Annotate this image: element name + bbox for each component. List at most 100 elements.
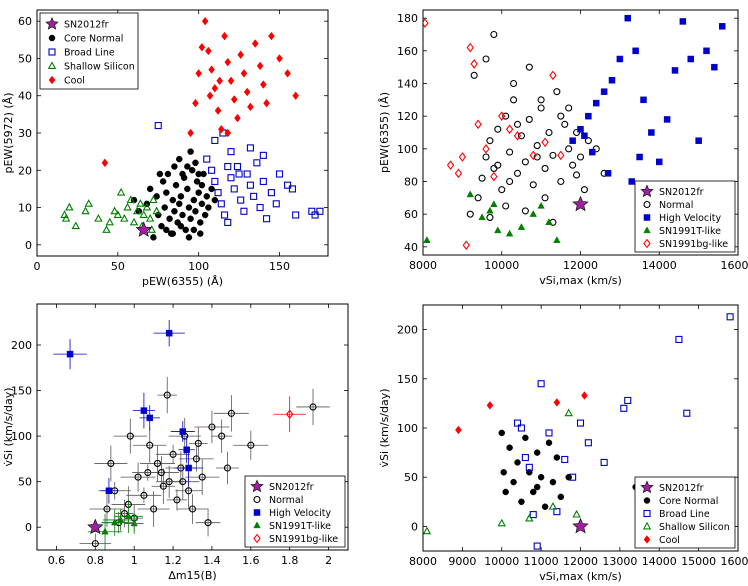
data-point [533, 449, 541, 456]
data-point [498, 429, 505, 437]
series-sn1991bg-like [423, 18, 565, 251]
x-tick-label: 0.6 [48, 554, 66, 567]
data-point [105, 487, 113, 495]
data-point [171, 163, 178, 170]
data-point [470, 71, 478, 79]
data-point [184, 163, 191, 170]
data-point [275, 170, 284, 178]
data-point [576, 419, 585, 427]
data-point [154, 121, 162, 130]
data-point [223, 464, 232, 472]
data-point [259, 151, 267, 159]
legend-label: High Velocity [659, 213, 721, 224]
legend-label: Core Normal [659, 496, 718, 507]
data-point [205, 204, 212, 211]
x-tick-label: 10000 [484, 555, 519, 568]
legend-label: SN1991T-like [269, 521, 331, 532]
panel-3: 0.6 0.8 1 1.2 1.4 1.6 1.8 2 0 50 100 150 200 Δm15(B) v… [2, 303, 349, 582]
y-tick-label: 120 [397, 110, 418, 123]
legend-box [39, 12, 139, 90]
data-point [549, 478, 557, 486]
error-bar [113, 418, 148, 454]
x-tick-label: 1.8 [281, 554, 299, 567]
data-point [142, 202, 152, 211]
data-point [146, 414, 153, 422]
data-point [482, 55, 490, 63]
data-point [246, 144, 254, 152]
series-normal [466, 30, 608, 226]
data-point [140, 491, 148, 499]
x-tick-label: 0.8 [87, 554, 105, 567]
data-point [195, 69, 202, 78]
y-tick-label: 0 [25, 239, 32, 252]
data-point [214, 189, 222, 197]
series-core-normal [130, 148, 219, 241]
data-point [134, 473, 142, 481]
data-point [474, 194, 482, 202]
data-point [525, 463, 533, 471]
y-axis-label: pEW(6355) (Å) [378, 92, 391, 173]
legend-label: Normal [659, 200, 693, 211]
error-bar [126, 487, 162, 504]
data-point [150, 234, 157, 241]
data-point [525, 115, 533, 123]
data-point [537, 380, 545, 388]
error-bar [176, 494, 209, 524]
data-point [133, 206, 142, 215]
data-point [169, 196, 177, 204]
legend-marker [643, 200, 651, 209]
data-point [240, 207, 248, 215]
data-point [190, 226, 198, 234]
data-point [243, 170, 251, 178]
error-bar [140, 445, 175, 482]
data-point [182, 226, 189, 234]
data-point [502, 112, 510, 120]
x-tick-label: 100 [188, 260, 209, 273]
data-point [486, 206, 494, 214]
axis-ticks: 8000 9000 10000 11000 12000 13000 14000 15000 16… [397, 305, 748, 568]
data-point [316, 207, 324, 215]
data-point [482, 144, 490, 154]
legend-label: High Velocity [269, 508, 331, 519]
legend-label: SN2012fr [64, 20, 109, 31]
legend-item: Core Normal [643, 496, 718, 507]
data-point [548, 501, 558, 510]
data-point [505, 124, 514, 135]
legend: SN2012fr Normal High Velocity SN1991T-like S… [244, 475, 346, 548]
error-bar [233, 430, 269, 460]
data-point [517, 132, 525, 140]
legend-marker [253, 521, 261, 529]
data-point [140, 407, 148, 414]
data-point [193, 178, 201, 185]
error-bar [137, 491, 170, 527]
legend-marker [253, 495, 261, 504]
legend-marker [640, 480, 654, 494]
y-tick-label: 50 [18, 476, 32, 489]
data-point [557, 177, 565, 186]
data-point [105, 217, 114, 226]
y-tick-label: 50 [404, 471, 418, 484]
data-point [522, 434, 529, 442]
legend-label: SN2012fr [659, 187, 704, 198]
data-point [600, 88, 608, 95]
data-point [71, 221, 81, 230]
data-point [498, 111, 506, 121]
y-tick-label: 100 [397, 422, 418, 435]
data-point [81, 206, 90, 215]
data-point [165, 329, 173, 337]
series-sn1991t-like [423, 190, 561, 243]
data-point [541, 194, 549, 202]
data-point [113, 210, 123, 218]
data-point [478, 174, 486, 182]
data-point [537, 104, 545, 112]
data-point [569, 137, 576, 144]
data-point [156, 170, 164, 178]
data-point [482, 153, 490, 161]
series-sn2012fr [572, 195, 589, 212]
data-point [533, 153, 541, 161]
y-axis-label: pEW(5972) (Å) [2, 93, 15, 174]
x-tick-label: 14000 [642, 555, 677, 568]
legend-marker [253, 509, 261, 516]
data-point [533, 483, 541, 491]
legend-marker [643, 497, 651, 504]
